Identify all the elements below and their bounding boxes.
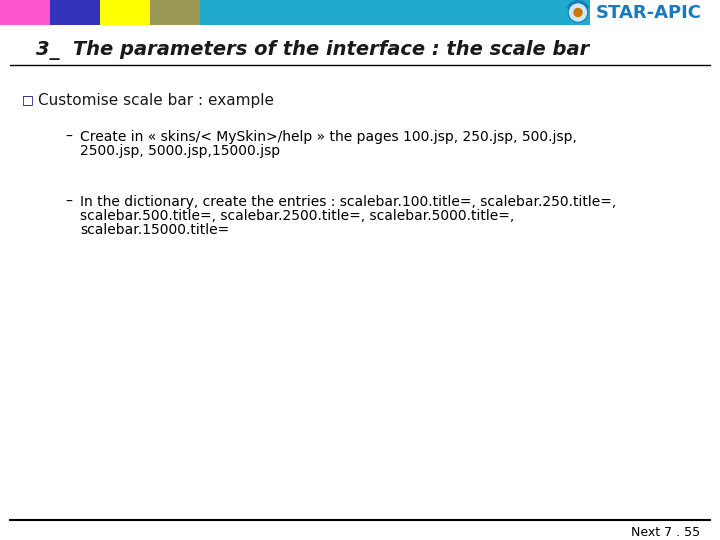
Bar [100, 0, 150, 25]
Circle shape [574, 9, 582, 17]
Text: scalebar.15000.title=: scalebar.15000.title= [80, 223, 229, 237]
Bar [200, 0, 590, 25]
Text: 2500.jsp, 5000.jsp,15000.jsp: 2500.jsp, 5000.jsp,15000.jsp [80, 144, 280, 158]
Text: scalebar.500.title=, scalebar.2500.title=, scalebar.5000.title=,: scalebar.500.title=, scalebar.2500.title… [80, 209, 514, 223]
Bar [0, 0, 50, 25]
Text: In the dictionary, create the entries : scalebar.100.title=, scalebar.250.title=: In the dictionary, create the entries : … [80, 195, 616, 209]
Circle shape [570, 4, 587, 21]
Text: STAR-APIC: STAR-APIC [596, 3, 702, 22]
Text: Customise scale bar : example: Customise scale bar : example [38, 92, 274, 107]
Text: □: □ [22, 93, 34, 106]
Text: Create in « skins/< MySkin>/help » the pages 100.jsp, 250.jsp, 500.jsp,: Create in « skins/< MySkin>/help » the p… [80, 130, 577, 144]
Bar [150, 0, 200, 25]
Bar [50, 0, 100, 25]
Text: Next 7 . 55: Next 7 . 55 [631, 526, 700, 539]
Text: –: – [65, 130, 72, 144]
Text: –: – [65, 195, 72, 209]
Text: 3_  The parameters of the interface : the scale bar: 3_ The parameters of the interface : the… [36, 40, 589, 60]
